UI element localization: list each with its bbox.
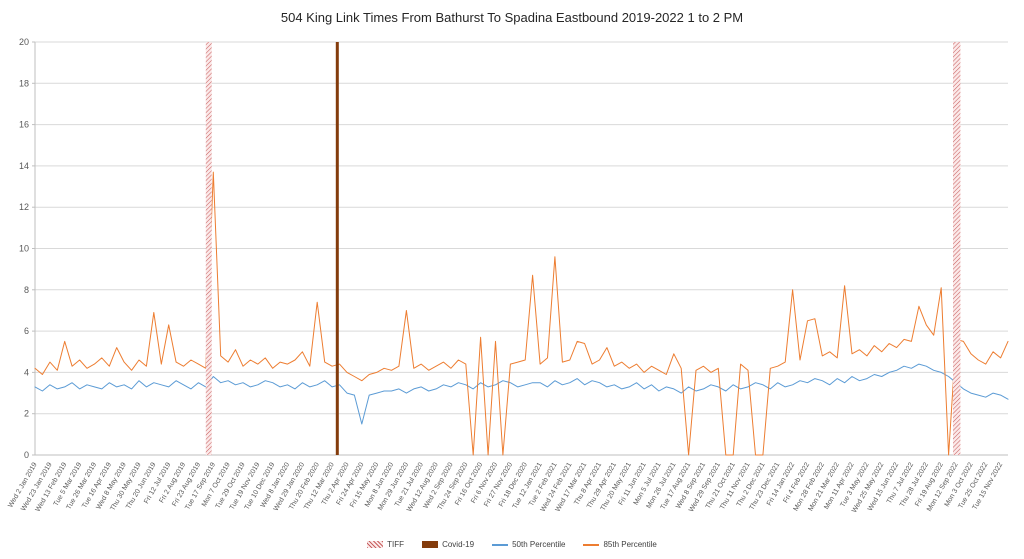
svg-text:6: 6 xyxy=(24,326,29,336)
svg-text:2: 2 xyxy=(24,409,29,419)
legend-item-tiff: TIFF xyxy=(367,540,404,549)
legend-item-covid: Covid-19 xyxy=(422,540,474,549)
axes xyxy=(34,42,1008,456)
band-tiff xyxy=(205,42,212,455)
chart-legend: TIFF Covid-19 50th Percentile 85th Perce… xyxy=(0,540,1024,549)
svg-text:14: 14 xyxy=(19,161,29,171)
y-axis-labels: 0 2 4 6 8 10 12 14 16 18 20 xyxy=(19,37,29,460)
legend-label-covid: Covid-19 xyxy=(442,540,475,549)
annotation-bands xyxy=(205,42,961,455)
svg-text:16: 16 xyxy=(19,120,29,130)
chart-title: 504 King Link Times From Bathurst To Spa… xyxy=(280,10,744,25)
legend-label-tiff: TIFF xyxy=(387,540,405,549)
svg-text:20: 20 xyxy=(19,37,29,47)
legend-item-85th: 85th Percentile xyxy=(583,540,657,549)
svg-text:12: 12 xyxy=(19,202,29,212)
svg-text:10: 10 xyxy=(19,244,29,254)
covid-swatch-icon xyxy=(422,541,439,548)
tiff-hatch-swatch-icon xyxy=(367,541,384,548)
legend-item-50th: 50th Percentile xyxy=(492,540,565,549)
svg-text:18: 18 xyxy=(19,78,29,88)
line-swatch-50th-icon xyxy=(492,543,509,546)
series-line-85th-percentile xyxy=(34,171,1009,456)
band-covid-19 xyxy=(335,42,339,455)
svg-text:0: 0 xyxy=(24,450,29,460)
series-line-50th-percentile xyxy=(34,363,1009,425)
line-swatch-85th-icon xyxy=(583,543,600,546)
svg-text:4: 4 xyxy=(24,367,29,377)
legend-label-50th: 50th Percentile xyxy=(512,540,566,549)
band-tiff xyxy=(953,42,961,455)
svg-text:8: 8 xyxy=(24,285,29,295)
y-gridlines xyxy=(32,41,1008,456)
legend-label-85th: 85th Percentile xyxy=(603,540,657,549)
